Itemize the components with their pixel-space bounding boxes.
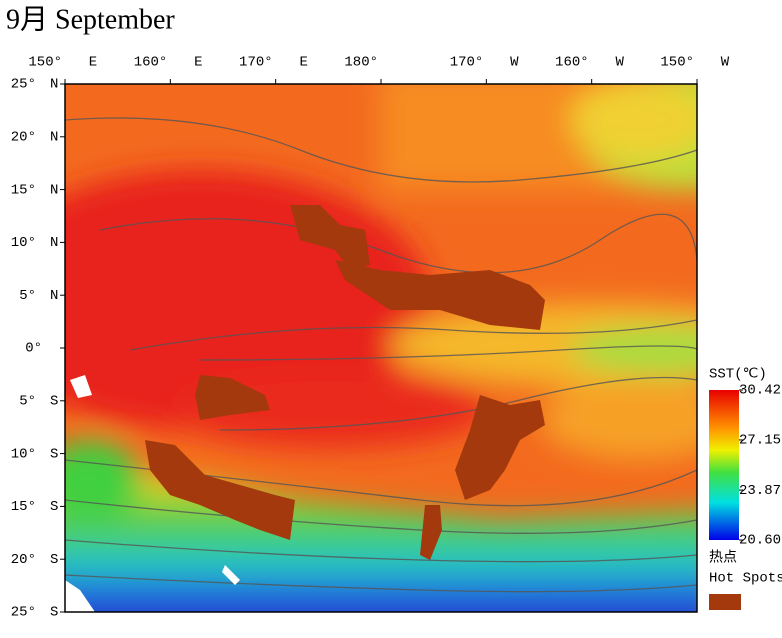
y-tick-hemisphere: N [50,235,58,251]
y-tick-label: 15° [11,182,36,198]
colorbar-tick-label: 20.60 [739,533,781,549]
hot-spots [145,205,545,560]
y-tick-label: 0° [25,341,42,357]
sst-field [65,84,697,612]
x-tick-label: 150° [28,55,62,71]
y-tick-hemisphere: S [50,446,58,462]
y-tick-label: 5° [19,288,36,304]
legend-label-cn: 热点 [709,550,737,567]
x-tick-hemisphere: E [89,55,97,71]
colorbar [709,390,739,540]
y-tick-hemisphere: N [50,130,58,146]
y-tick-hemisphere: S [50,605,58,621]
y-tick-label: 25° [11,605,36,621]
y-tick-label: 5° [19,394,36,410]
y-tick-hemisphere: S [50,499,58,515]
y-tick-hemisphere: N [50,288,58,304]
y-tick-label: 20° [11,552,36,568]
x-tick-hemisphere: E [299,55,307,71]
x-tick-label: 160° [555,55,589,71]
x-tick-hemisphere: E [194,55,202,71]
legend-label-en: Hot Spots [709,571,782,587]
y-tick-hemisphere: N [50,182,58,198]
x-tick-hemisphere: W [615,55,624,71]
y-tick-label: 10° [11,446,36,462]
x-tick-hemisphere: W [510,55,519,71]
legend-swatch [709,594,741,610]
y-tick-hemisphere: S [50,394,58,410]
x-tick-label: 170° [239,55,273,71]
x-tick-label: 150° [660,55,694,71]
title: 9月 September [6,4,175,35]
y-tick-hemisphere: N [50,77,58,93]
y-tick-label: 20° [11,130,36,146]
colorbar-tick-label: 30.42 [739,383,781,399]
y-tick-label: 15° [11,499,36,515]
y-tick-label: 10° [11,235,36,251]
y-tick-label: 25° [11,77,36,93]
colorbar-title: SST(℃) [709,367,767,383]
colorbar-tick-label: 23.87 [739,483,781,499]
x-tick-hemisphere: W [721,55,730,71]
colorbar-tick-label: 27.15 [739,433,781,449]
x-tick-label: 180° [344,55,378,71]
x-tick-label: 170° [450,55,484,71]
x-tick-label: 160° [134,55,168,71]
y-tick-hemisphere: S [50,552,58,568]
